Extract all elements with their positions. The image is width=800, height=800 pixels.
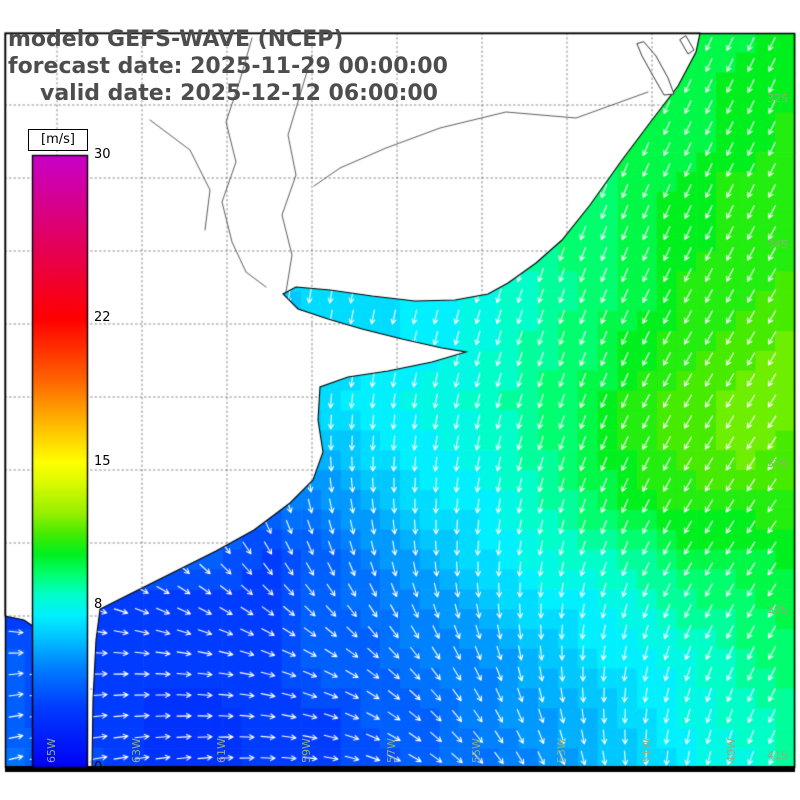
wave-forecast-figure: modelo GEFS-WAVE (NCEP) forecast date: 2… [0, 0, 800, 800]
wave-map-canvas [0, 0, 800, 800]
